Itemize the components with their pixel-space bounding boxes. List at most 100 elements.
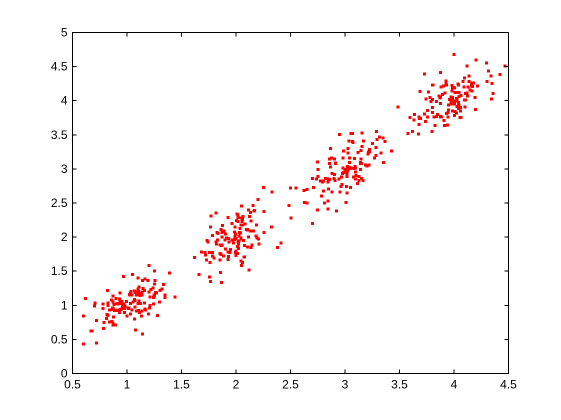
scatter-point [101,302,105,306]
scatter-point [204,258,208,262]
scatter-point [149,288,153,292]
scatter-point [319,179,323,183]
scatter-point [134,309,138,313]
scatter-point [239,216,243,220]
scatter-point [245,245,249,249]
scatter-point [413,113,416,117]
scatter-point [305,201,309,205]
scatter-point [474,58,478,62]
x-tick-label: 1.5 [173,378,190,392]
scatter-point [347,139,351,143]
scatter-point [208,275,212,279]
scatter-point [365,164,369,168]
scatter-point [235,212,239,216]
scatter-point [210,251,214,254]
scatter-point [205,239,209,243]
scatter-point [136,302,140,306]
scatter-point [137,285,141,289]
scatter-point [440,115,444,119]
scatter-point [418,90,422,93]
scatter-point [434,115,438,118]
scatter-point [233,225,237,229]
scatter-point [225,236,229,240]
scatter-point [348,156,352,160]
scatter-point [374,154,378,157]
scatter-point [126,306,130,310]
scatter-point [316,174,320,178]
scatter-point [348,185,352,189]
x-tick-label: 1 [124,378,131,392]
scatter-point [382,161,386,165]
scatter-point [220,230,224,234]
scatter-point [366,150,370,154]
scatter-point [445,83,449,87]
scatter-point [140,290,144,294]
scatter-point [131,273,135,276]
scatter-point [389,149,393,153]
scatter-point [211,254,214,258]
scatter-point [228,251,232,254]
scatter-point [223,238,227,242]
scatter-point [141,286,145,290]
scatter-point [442,118,446,122]
x-tick-label: 2.5 [282,378,299,392]
scatter-point [269,225,273,229]
scatter-point [106,301,110,305]
scatter-point [221,254,225,258]
scatter-point [379,151,383,155]
scatter-point [333,162,337,165]
scatter-point [463,98,467,102]
scatter-point [450,102,454,106]
scatter-point [354,170,358,174]
scatter-point [417,117,421,120]
scatter-point [147,306,151,310]
scatter-point [120,307,123,311]
scatter-point [446,103,450,107]
scatter-point [115,302,119,305]
scatter-point [262,210,266,213]
scatter-point [464,91,468,95]
scatter-point [254,234,258,238]
scatter-point [226,250,230,254]
scatter-point [438,102,442,106]
scatter-point [118,301,122,305]
scatter-point [431,111,435,114]
scatter-point [214,211,218,215]
scatter-point [431,98,434,101]
scatter-point [249,245,253,249]
scatter-point [351,141,355,145]
scatter-point [359,161,363,165]
x-tick-label: 3.5 [391,378,408,392]
scatter-point [438,96,442,100]
scatter-point [345,169,349,173]
scatter-point [118,291,122,295]
scatter-point [417,123,421,127]
scatter-point [347,161,351,164]
scatter-point [485,79,489,83]
scatter-point [334,209,338,213]
scatter-point [249,229,253,233]
scatter-point [411,129,415,133]
scatter-point [139,314,143,318]
scatter-point [462,76,466,80]
scatter-point [406,131,410,135]
scatter-point [453,99,457,103]
scatter-point [209,280,213,283]
scatter-point [251,229,255,233]
scatter-point [138,311,141,314]
scatter-point [354,174,358,177]
scatter-point [345,191,349,195]
scatter-point [199,250,203,254]
scatter-point [221,224,225,228]
scatter-point [327,187,331,191]
scatter-point [351,175,355,179]
scatter-point [110,298,114,302]
scatter-point [452,114,456,118]
scatter-point [128,312,132,316]
scatter-point [118,297,121,301]
scatter-point [143,277,147,281]
scatter-point [469,84,473,88]
scatter-point [111,322,115,325]
scatter-point [148,304,152,308]
